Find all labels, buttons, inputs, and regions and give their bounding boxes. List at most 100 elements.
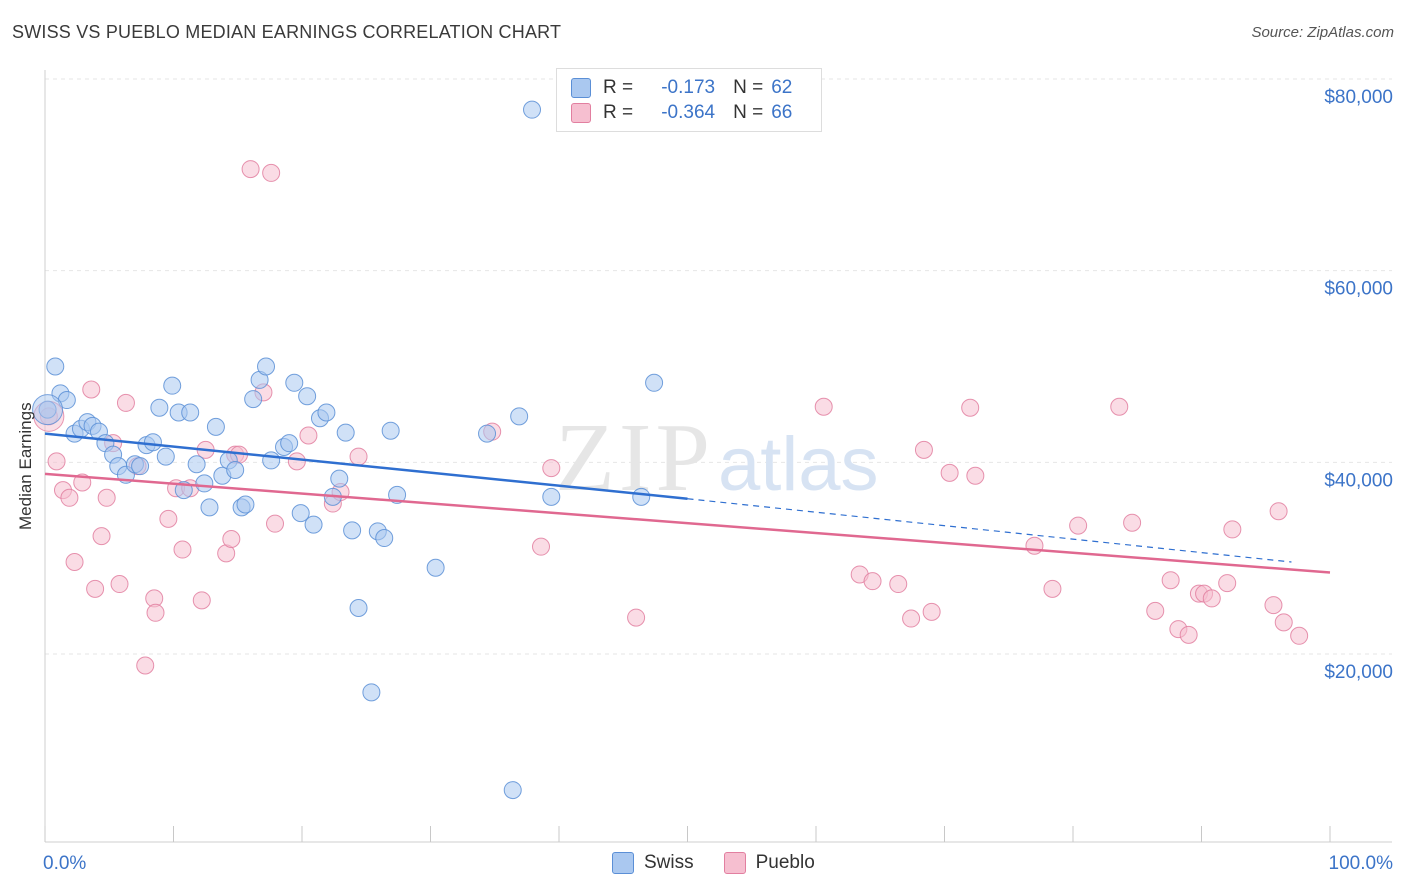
y-tick-label: $80,000 <box>1324 87 1393 108</box>
swiss-swatch <box>612 852 634 874</box>
swiss-point <box>478 424 497 443</box>
pueblo-point <box>60 488 79 507</box>
swiss-point <box>317 403 336 422</box>
r-value: -0.364 <box>661 102 716 123</box>
pueblo-point <box>47 452 66 471</box>
swiss-trend-extension <box>687 498 1292 563</box>
swiss-point <box>632 487 651 506</box>
swiss-swatch <box>571 78 591 98</box>
r-label: R = <box>603 102 634 123</box>
pueblo-point <box>299 426 318 445</box>
swiss-point <box>257 357 276 376</box>
pueblo-point <box>110 575 129 594</box>
pueblo-point <box>961 398 980 417</box>
swiss-point <box>523 100 542 119</box>
pueblo-point <box>1223 520 1242 539</box>
r-value: -0.173 <box>661 77 716 98</box>
stats-legend: R = -0.173 N = 62 R = -0.364 N = 66 <box>556 68 822 132</box>
y-tick-label: $20,000 <box>1324 662 1393 683</box>
pueblo-point <box>159 509 178 528</box>
swiss-point <box>388 485 407 504</box>
pueblo-point <box>1264 596 1283 615</box>
swiss-point <box>349 599 368 617</box>
swiss-point <box>362 683 381 702</box>
swiss-point <box>343 521 362 540</box>
pueblo-point <box>889 575 908 594</box>
swiss-point <box>426 558 445 577</box>
pueblo-swatch <box>723 852 746 874</box>
pueblo-point <box>266 514 285 533</box>
pueblo-point <box>241 160 260 179</box>
pueblo-point <box>97 488 116 507</box>
pueblo-trend-line <box>44 472 1331 574</box>
pueblo-point <box>65 553 84 571</box>
pueblo-point <box>1179 625 1198 644</box>
swiss-point <box>510 407 529 426</box>
pueblo-point <box>940 463 959 482</box>
swiss-point <box>330 469 349 488</box>
swiss-point <box>503 781 522 800</box>
pueblo-point <box>1161 571 1180 590</box>
pueblo-point <box>966 466 985 485</box>
pueblo-point <box>532 537 551 556</box>
swiss-point <box>298 387 317 406</box>
series-legend: Swiss Pueblo <box>612 852 845 874</box>
swiss-point <box>236 495 255 514</box>
swiss-point <box>645 373 664 392</box>
swiss-point <box>206 417 225 436</box>
pueblo-point <box>146 603 165 622</box>
pueblo-point <box>1274 613 1293 632</box>
swiss-points <box>32 100 664 800</box>
swiss-point <box>244 390 263 409</box>
swiss-point <box>285 373 304 392</box>
trend-lines <box>44 432 1331 574</box>
swiss-point <box>143 433 162 452</box>
swiss-point <box>262 451 281 470</box>
pueblo-point <box>1269 502 1288 521</box>
pueblo-point <box>82 380 101 399</box>
x-tick-label-min: 0.0% <box>43 853 86 874</box>
n-label: N = <box>733 77 764 98</box>
swiss-point <box>131 457 150 476</box>
pueblo-point <box>922 602 941 621</box>
watermark-atlas: atlas <box>718 422 879 507</box>
watermark: ZIP atlas <box>555 404 879 512</box>
pueblo-point <box>1218 574 1237 593</box>
pueblo-swatch <box>571 103 591 123</box>
pueblo-point <box>262 163 281 182</box>
pueblo-point <box>86 579 105 598</box>
swiss-point <box>280 434 299 453</box>
pueblo-point <box>542 459 561 478</box>
pueblo-point <box>349 447 368 466</box>
pueblo-point <box>92 527 111 546</box>
pueblo-point <box>287 452 306 471</box>
swiss-point <box>187 455 206 474</box>
x-tick-label-max: 100.0% <box>1329 853 1394 874</box>
swiss-point <box>336 423 355 442</box>
legend-item-swiss[interactable]: Swiss <box>612 852 694 874</box>
source-label: Source: ZipAtlas.com <box>1251 24 1394 41</box>
swiss-point <box>46 357 65 376</box>
swiss-point <box>156 447 175 466</box>
legend-row-swiss: R = -0.173 N = 62 <box>571 76 792 100</box>
pueblo-point <box>1123 513 1142 532</box>
swiss-point <box>150 398 169 417</box>
swiss-point <box>226 461 245 479</box>
pueblo-point <box>116 393 135 412</box>
legend-pueblo-label: Pueblo <box>755 852 815 873</box>
pueblo-point <box>192 591 211 610</box>
legend-item-pueblo[interactable]: Pueblo <box>723 852 815 874</box>
legend-row-pueblo: R = -0.364 N = 66 <box>571 101 792 125</box>
pueblo-point <box>1110 397 1129 416</box>
n-value: 66 <box>771 102 793 123</box>
pueblo-point <box>863 572 882 591</box>
y-tick-label: $60,000 <box>1324 279 1393 300</box>
swiss-point <box>195 474 214 493</box>
legend-swiss-label: Swiss <box>644 852 694 873</box>
y-axis-title: Median Earnings <box>16 402 35 530</box>
pueblo-point <box>902 609 921 628</box>
chart-title: SWISS VS PUEBLO MEDIAN EARNINGS CORRELAT… <box>12 22 562 42</box>
pueblo-point <box>173 540 192 559</box>
swiss-large-point <box>32 394 64 426</box>
